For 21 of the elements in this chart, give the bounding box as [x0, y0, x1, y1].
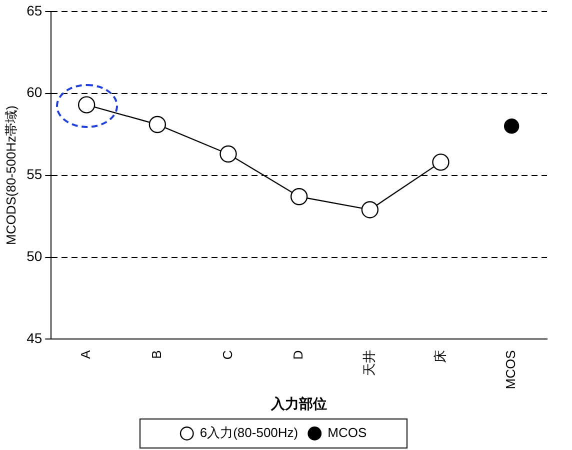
- point: [361, 201, 379, 218]
- x-tick-label: D: [290, 350, 306, 360]
- point: [290, 188, 308, 206]
- x-tick-label: C: [220, 350, 235, 360]
- legend-label: MCOS: [328, 425, 367, 440]
- y-tick-label: 50: [26, 248, 42, 264]
- y-tick-label: 60: [26, 84, 42, 100]
- x-axis-title: 入力部位: [270, 395, 328, 412]
- y-tick-label: 55: [26, 166, 42, 182]
- point: [220, 145, 237, 163]
- point: [148, 116, 166, 134]
- legend-label: 6入力(80-500Hz): [200, 425, 298, 440]
- point: [432, 154, 450, 171]
- x-tick-label: B: [149, 350, 164, 359]
- y-axis-title: MCODS(80-500Hz帯域): [3, 106, 18, 246]
- x-tick-label: 天井: [361, 350, 376, 376]
- x-tick-label: MCOS: [503, 350, 518, 390]
- y-tick-label: 45: [26, 330, 42, 346]
- x-tick-label: A: [78, 350, 94, 359]
- y-tick-label: 65: [26, 2, 42, 18]
- x-tick-label: 床: [432, 350, 448, 364]
